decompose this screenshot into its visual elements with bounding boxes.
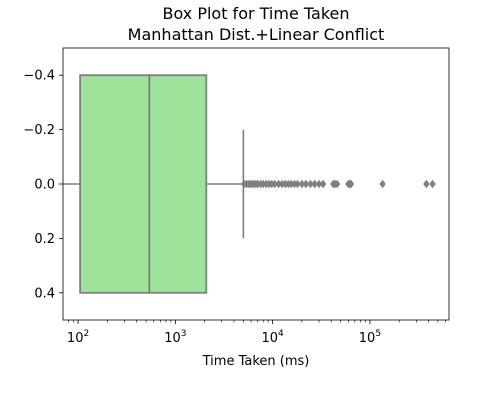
x-tick-label-exponent: 5 — [375, 329, 381, 339]
y-tick-label: 0.2 — [34, 232, 55, 247]
y-tick-label: 0.4 — [34, 286, 55, 301]
x-tick-label-exponent: 3 — [181, 329, 187, 339]
y-tick-label: 0.0 — [34, 178, 55, 193]
x-tick-label-exponent: 4 — [278, 329, 284, 339]
x-tick-label-exponent: 2 — [83, 329, 89, 339]
box-iqr — [80, 75, 206, 293]
y-tick-label: −0.4 — [23, 69, 55, 84]
x-axis-label: Time Taken (ms) — [202, 354, 310, 369]
x-tick-label-base: 10 — [164, 331, 181, 346]
chart-title: Box Plot for Time Taken — [162, 4, 349, 23]
x-tick-label-base: 10 — [359, 331, 376, 346]
chart-subtitle: Manhattan Dist.+Linear Conflict — [128, 25, 385, 44]
y-tick-label: −0.2 — [23, 123, 55, 138]
x-tick-label-base: 10 — [67, 331, 84, 346]
x-tick-label-base: 10 — [261, 331, 278, 346]
